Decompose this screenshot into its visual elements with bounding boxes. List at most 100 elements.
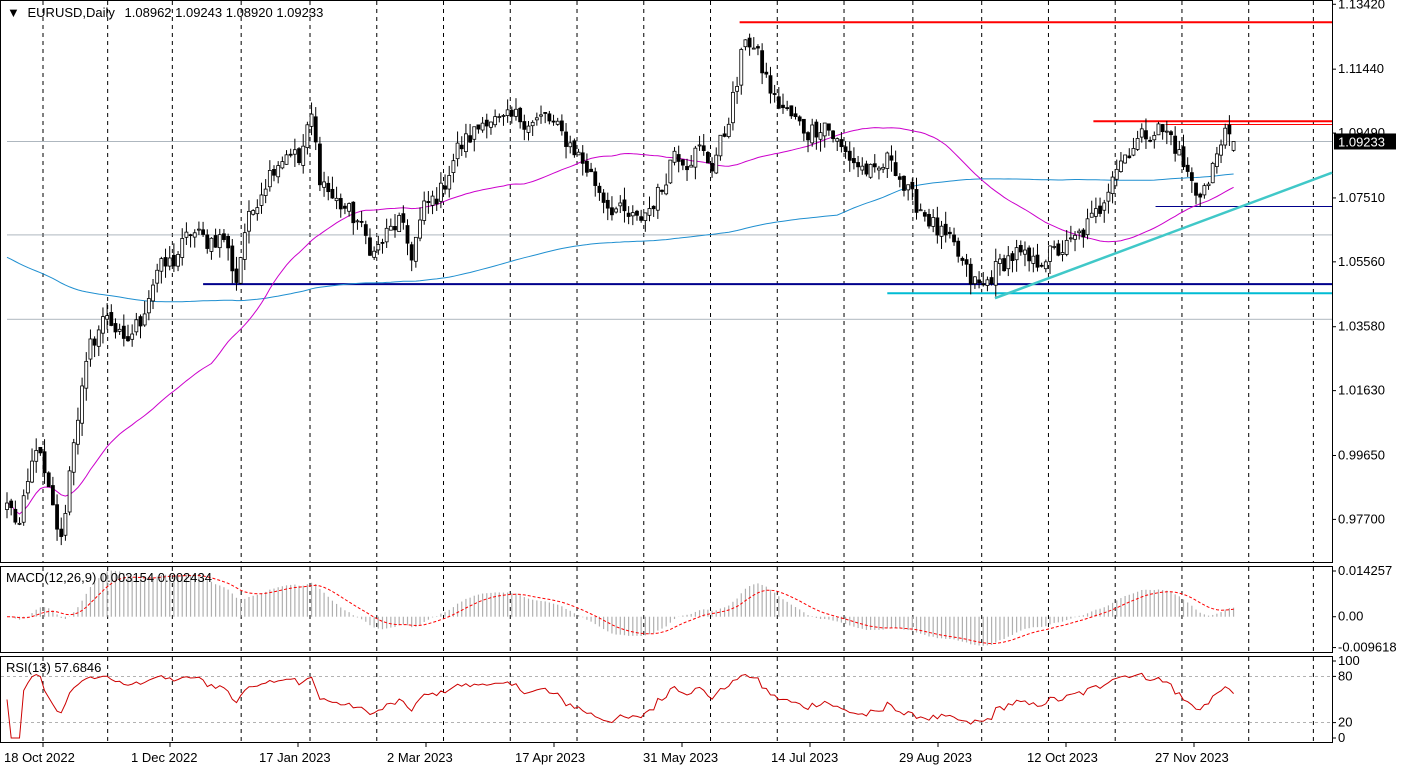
price-grid xyxy=(42,1,1314,562)
candle xyxy=(956,237,961,263)
candle xyxy=(1110,171,1115,204)
candle xyxy=(464,123,468,158)
candle xyxy=(831,130,835,143)
candle xyxy=(797,115,802,126)
candle xyxy=(493,109,498,128)
candle xyxy=(138,314,143,339)
candle xyxy=(526,120,531,141)
candle xyxy=(747,33,752,56)
candle xyxy=(1210,161,1215,184)
candle xyxy=(693,145,698,180)
candle xyxy=(939,220,944,249)
candle xyxy=(242,223,247,271)
candle xyxy=(1181,134,1186,170)
candle xyxy=(217,228,222,258)
candle xyxy=(55,494,59,541)
candle xyxy=(130,324,135,347)
candle xyxy=(1018,240,1023,256)
rsi-tick-label: 100 xyxy=(1338,653,1360,668)
candle xyxy=(9,498,14,516)
candle xyxy=(701,134,706,156)
candle xyxy=(852,147,856,170)
candle xyxy=(322,171,326,197)
candle xyxy=(1039,262,1044,268)
candle xyxy=(564,123,568,159)
candle xyxy=(843,141,848,159)
candle xyxy=(614,206,619,214)
candle xyxy=(572,138,577,158)
candle xyxy=(776,87,781,110)
candle xyxy=(1123,154,1127,164)
candle xyxy=(301,134,306,174)
candle xyxy=(539,105,543,124)
candle xyxy=(680,158,685,171)
candle xyxy=(1202,183,1207,199)
candle xyxy=(343,203,347,215)
candle xyxy=(1060,240,1065,262)
candle xyxy=(910,178,915,201)
price-panel[interactable]: ▼ EURUSD,Daily 1.08962 1.09243 1.08920 1… xyxy=(0,0,1333,563)
rsi-tick-label: 0 xyxy=(1338,730,1345,745)
candle xyxy=(630,205,635,226)
candle xyxy=(180,228,185,266)
candle xyxy=(334,186,339,210)
candle xyxy=(760,43,765,85)
candle xyxy=(555,117,560,126)
candle xyxy=(438,172,443,209)
candle xyxy=(267,160,272,192)
rsi-panel[interactable]: RSI(13) 57.6846 xyxy=(0,656,1333,743)
candle xyxy=(213,228,218,248)
price-axis[interactable]: 1.134201.114401.094901.075101.055601.035… xyxy=(1332,0,1385,526)
candle xyxy=(355,219,360,230)
candle xyxy=(860,157,865,175)
candle xyxy=(484,113,489,139)
candle xyxy=(489,121,493,135)
candle xyxy=(276,161,281,184)
candle xyxy=(71,438,76,486)
candle xyxy=(722,126,727,138)
candle xyxy=(63,504,68,541)
candle xyxy=(822,122,827,148)
candle xyxy=(155,263,160,293)
candle xyxy=(1231,141,1236,152)
candle xyxy=(1098,197,1102,217)
time-axis[interactable]: 18 Oct 2022 1 Dec 2022 17 Jan 2023 2 Mar 20… xyxy=(4,742,1229,765)
rsi-series xyxy=(6,672,1234,739)
candle xyxy=(234,256,239,291)
candle xyxy=(38,446,43,456)
candle xyxy=(589,162,593,173)
candle xyxy=(230,239,235,284)
rsi-line xyxy=(6,672,1234,739)
candle xyxy=(1156,121,1161,136)
candle xyxy=(1073,231,1077,252)
time-tick-label: 18 Oct 2022 xyxy=(4,750,75,765)
candle xyxy=(401,205,406,230)
candle xyxy=(59,517,64,546)
candle xyxy=(480,116,485,133)
support-trendline xyxy=(994,171,1333,300)
candle xyxy=(605,192,610,221)
candle xyxy=(1144,118,1148,149)
candle xyxy=(610,196,614,221)
time-tick-label: 2 Mar 2023 xyxy=(387,750,453,765)
candle xyxy=(818,123,823,152)
candle xyxy=(1160,123,1165,140)
candle xyxy=(518,106,523,129)
current-price-badge: 1.09233 xyxy=(1334,133,1396,150)
price-tick-label: 0.97700 xyxy=(1338,511,1385,526)
candle xyxy=(468,123,472,144)
candle xyxy=(764,62,769,78)
candle xyxy=(927,208,931,229)
candle xyxy=(989,270,994,286)
candle xyxy=(476,124,481,134)
macd-panel[interactable]: MACD(12,26,9) 0.003154 0.002434 xyxy=(0,566,1333,653)
candle xyxy=(422,191,427,225)
candle xyxy=(626,206,631,225)
candle xyxy=(1064,230,1069,257)
candle xyxy=(409,241,414,272)
macd-axis: 0.014257 0.00 -0.009618 xyxy=(1332,563,1397,655)
time-tick-label: 31 May 2023 xyxy=(643,750,718,765)
candle xyxy=(351,201,356,235)
candle xyxy=(34,438,39,473)
candle xyxy=(1023,241,1027,267)
